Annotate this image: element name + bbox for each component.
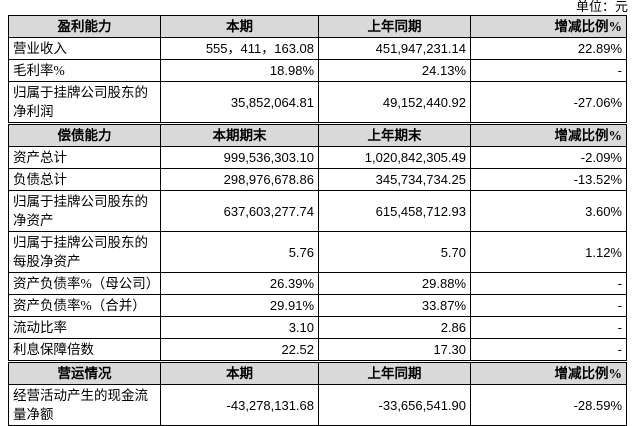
row-label: 归属于挂牌公司股东的每股净资产 <box>8 231 161 273</box>
section-header-row: 盈利能力 本期 上年同期 增减比例% <box>8 15 627 38</box>
value-cell: - <box>470 338 627 362</box>
data-row: 利息保障倍数 22.52 17.30- <box>8 338 627 362</box>
data-row: 负债总计 298,976,678.86 345,734,734.25 -13.52% <box>8 168 627 191</box>
section-header-row: 偿债能力 本期期末 上年期末 增减比例% <box>8 122 627 147</box>
value-cell: 2.86 <box>318 316 471 339</box>
value-cell: 18.98% <box>160 59 319 82</box>
value-cell: 5.70 <box>318 231 471 273</box>
header-cell: 偿债能力 <box>8 122 161 147</box>
data-row: 经营活动产生的现金流量净额 -43,278,131.68 -33,656,541.9… <box>8 384 627 426</box>
row-label: 利息保障倍数 <box>8 338 161 362</box>
header-cell: 本期 <box>160 360 319 385</box>
value-cell: 345,734,734.25 <box>318 168 471 191</box>
row-label: 资产总计 <box>8 146 161 169</box>
data-row: 资产负债率%（母公司） 26.39% 29.88% - <box>8 272 627 295</box>
header-cell: 增减比例% <box>470 360 627 385</box>
value-cell: 29.91% <box>160 294 319 317</box>
value-cell: 17.30 <box>318 338 471 362</box>
value-cell: 22.89% <box>470 37 627 60</box>
header-cell: 增减比例% <box>470 122 627 147</box>
value-cell: 637,603,277.74 <box>160 190 319 232</box>
header-cell: 本期期末 <box>160 122 319 147</box>
data-row: 资产总计 999,536,303.10 1,020,842,305.49 -2.09% <box>8 146 627 169</box>
header-cell: 营运情况 <box>8 360 161 385</box>
unit-label: 单位：元 <box>575 0 628 14</box>
data-row: 流动比率 3.10 2.86- <box>8 316 627 339</box>
row-label: 负债总计 <box>8 168 161 191</box>
data-row: 归属于挂牌公司股东的每股净资产 5.76 5.70 1.12% <box>8 231 627 273</box>
data-row: 归属于挂牌公司股东的净利润 35,852,064.81 49,152,440.92-… <box>8 81 627 124</box>
value-cell: 3.60% <box>470 190 627 232</box>
value-cell: - <box>470 294 627 317</box>
value-cell: - <box>470 272 627 295</box>
row-label: 经营活动产生的现金流量净额 <box>8 384 161 426</box>
value-cell: - <box>470 316 627 339</box>
row-label: 资产负债率%（合并） <box>8 294 161 317</box>
value-cell: 298,976,678.86 <box>160 168 319 191</box>
value-cell: 3.10 <box>160 316 319 339</box>
row-label: 毛利率% <box>8 59 161 82</box>
value-cell: - <box>470 59 627 82</box>
data-row: 归属于挂牌公司股东的净资产 637,603,277.74 615,458,712.9… <box>8 190 627 232</box>
value-cell: 615,458,712.93 <box>318 190 471 232</box>
header-cell: 上年同期 <box>318 15 471 38</box>
value-cell: -43,278,131.68 <box>160 384 319 426</box>
header-cell: 增减比例% <box>470 15 627 38</box>
header-cell: 上年期末 <box>318 122 471 147</box>
value-cell: 24.13% <box>318 59 471 82</box>
value-cell: 22.52 <box>160 338 319 362</box>
section-header-row: 营运情况 本期 上年同期 增减比例% <box>8 360 627 385</box>
value-cell: 26.39% <box>160 272 319 295</box>
value-cell: 1,020,842,305.49 <box>318 146 471 169</box>
header-cell: 上年同期 <box>318 360 471 385</box>
row-label: 资产负债率%（母公司） <box>8 272 161 295</box>
data-row: 毛利率% 18.98% 24.13% - <box>8 59 627 82</box>
value-cell: 451,947,231.14 <box>318 37 471 60</box>
value-cell: 49,152,440.92 <box>318 81 471 124</box>
value-cell: -33,656,541.90 <box>318 384 471 426</box>
value-cell: 1.12% <box>470 231 627 273</box>
value-cell: 35,852,064.81 <box>160 81 319 124</box>
data-row: 营业收入 555，411，163.08 451,947,231.14 22.89% <box>8 37 627 60</box>
table-body: 盈利能力 本期 上年同期 增减比例% 营业收入 555，411，163.08 451,947… <box>8 15 627 426</box>
value-cell: -13.52% <box>470 168 627 191</box>
value-cell: 29.88% <box>318 272 471 295</box>
financial-table: 盈利能力 本期 上年同期 增减比例% 营业收入 555，411，163.08 451,947… <box>8 15 627 426</box>
header-cell: 本期 <box>160 15 319 38</box>
row-label: 流动比率 <box>8 316 161 339</box>
value-cell: 999,536,303.10 <box>160 146 319 169</box>
data-row: 资产负债率%（合并） 29.91% 33.87% - <box>8 294 627 317</box>
value-cell: 5.76 <box>160 231 319 273</box>
value-cell: 555，411，163.08 <box>160 37 319 60</box>
value-cell: -27.06% <box>470 81 627 124</box>
value-cell: -2.09% <box>470 146 627 169</box>
value-cell: -28.59% <box>470 384 627 426</box>
value-cell: 33.87% <box>318 294 471 317</box>
header-cell: 盈利能力 <box>8 15 161 38</box>
row-label: 归属于挂牌公司股东的净资产 <box>8 190 161 232</box>
row-label: 营业收入 <box>8 37 161 60</box>
row-label: 归属于挂牌公司股东的净利润 <box>8 81 161 124</box>
